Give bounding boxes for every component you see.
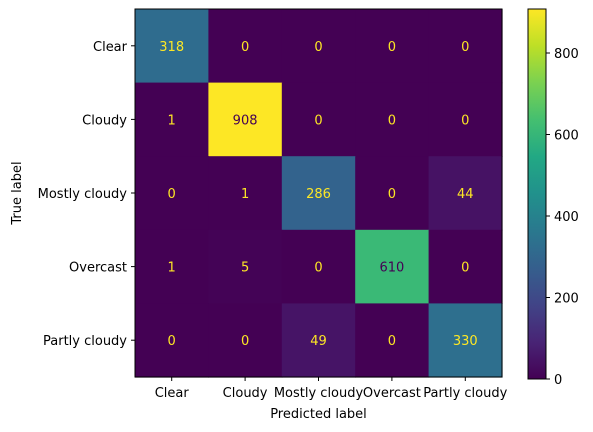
heatmap-cell (208, 229, 283, 304)
heatmap-cell (281, 303, 356, 378)
heatmap-cell-labels: 318 0 0 0 0 1 908 0 0 0 0 1 286 0 44 1 5 0 610 0 0 0 49 0 330 (159, 40, 477, 349)
heatmap-cell (208, 303, 283, 378)
y-axis-ticks: Clear Cloudy Mostly cloudy Overcast Partly c… (38, 40, 135, 349)
cell-value-label: 0 (461, 261, 469, 276)
y-axis-title: True label (10, 161, 25, 225)
cell-value-label: 0 (314, 113, 322, 128)
heatmap-cell (355, 9, 430, 84)
heatmap-cell (135, 82, 209, 157)
colorbar-tick-label: 0 (554, 373, 562, 388)
cell-value-label: 0 (388, 113, 396, 128)
y-tick-label: Mostly cloudy (38, 187, 128, 202)
cell-value-label: 908 (233, 113, 258, 128)
heatmap-cell (135, 9, 209, 84)
cell-value-label: 44 (457, 187, 474, 202)
cell-value-label: 1 (241, 187, 249, 202)
cell-value-label: 610 (379, 261, 404, 276)
heatmap-cell (428, 303, 503, 378)
cell-value-label: 286 (306, 187, 331, 202)
cell-value-label: 49 (310, 334, 327, 349)
y-tick-label: Partly cloudy (43, 334, 127, 349)
y-tick-label: Clear (93, 40, 128, 55)
heatmap-cell (281, 229, 356, 304)
x-tick-label: Partly cloudy (423, 386, 507, 401)
heatmap-cell (355, 156, 430, 231)
heatmap-cell (135, 229, 209, 304)
colorbar-tick-label: 200 (554, 292, 579, 307)
cell-value-label: 0 (314, 40, 322, 55)
cell-value-label: 0 (314, 261, 322, 276)
cell-value-label: 0 (388, 40, 396, 55)
cell-value-label: 0 (388, 187, 396, 202)
heatmap-cell (208, 82, 283, 157)
heatmap-cell (281, 82, 356, 157)
heatmap-cell (281, 156, 356, 231)
x-tick-label: Overcast (363, 386, 421, 401)
heatmap-cell (428, 156, 503, 231)
cell-value-label: 0 (461, 40, 469, 55)
y-tick-label: Overcast (69, 261, 127, 276)
heatmap-cell (208, 9, 283, 84)
cell-value-label: 0 (388, 334, 396, 349)
cell-value-label: 0 (241, 40, 249, 55)
x-tick-label: Mostly cloudy (274, 386, 364, 401)
cell-value-label: 1 (168, 261, 176, 276)
y-tick-label: Cloudy (82, 113, 127, 128)
x-axis-ticks: Clear Cloudy Mostly cloudy Overcast Partly c… (155, 377, 508, 401)
colorbar (527, 8, 547, 380)
heatmap-cell (135, 156, 209, 231)
x-tick-label: Clear (155, 386, 190, 401)
heatmap-cell (135, 303, 209, 378)
colorbar-tick-label: 400 (554, 210, 579, 225)
heatmap-cell (428, 82, 503, 157)
cell-value-label: 0 (168, 187, 176, 202)
heatmap-cell (208, 156, 283, 231)
cell-value-label: 0 (461, 113, 469, 128)
heatmap-cell (355, 82, 430, 157)
heatmap-cells (135, 9, 503, 378)
cell-value-label: 330 (453, 334, 478, 349)
cell-value-label: 0 (168, 334, 176, 349)
x-tick-label: Cloudy (223, 386, 268, 401)
heatmap-cell (428, 9, 503, 84)
colorbar-tick-label: 800 (554, 47, 579, 62)
x-axis-title: Predicted label (270, 407, 367, 422)
cell-value-label: 318 (159, 40, 184, 55)
cell-value-label: 0 (241, 334, 249, 349)
heatmap-cell (355, 303, 430, 378)
colorbar-tick-label: 600 (554, 129, 579, 144)
cell-value-label: 1 (168, 113, 176, 128)
heatmap-cell (355, 229, 430, 304)
heatmap-cell (281, 9, 356, 84)
cell-value-label: 5 (241, 261, 249, 276)
heatmap-cell (428, 229, 503, 304)
colorbar-ticks: 0 200 400 600 800 (546, 47, 579, 388)
